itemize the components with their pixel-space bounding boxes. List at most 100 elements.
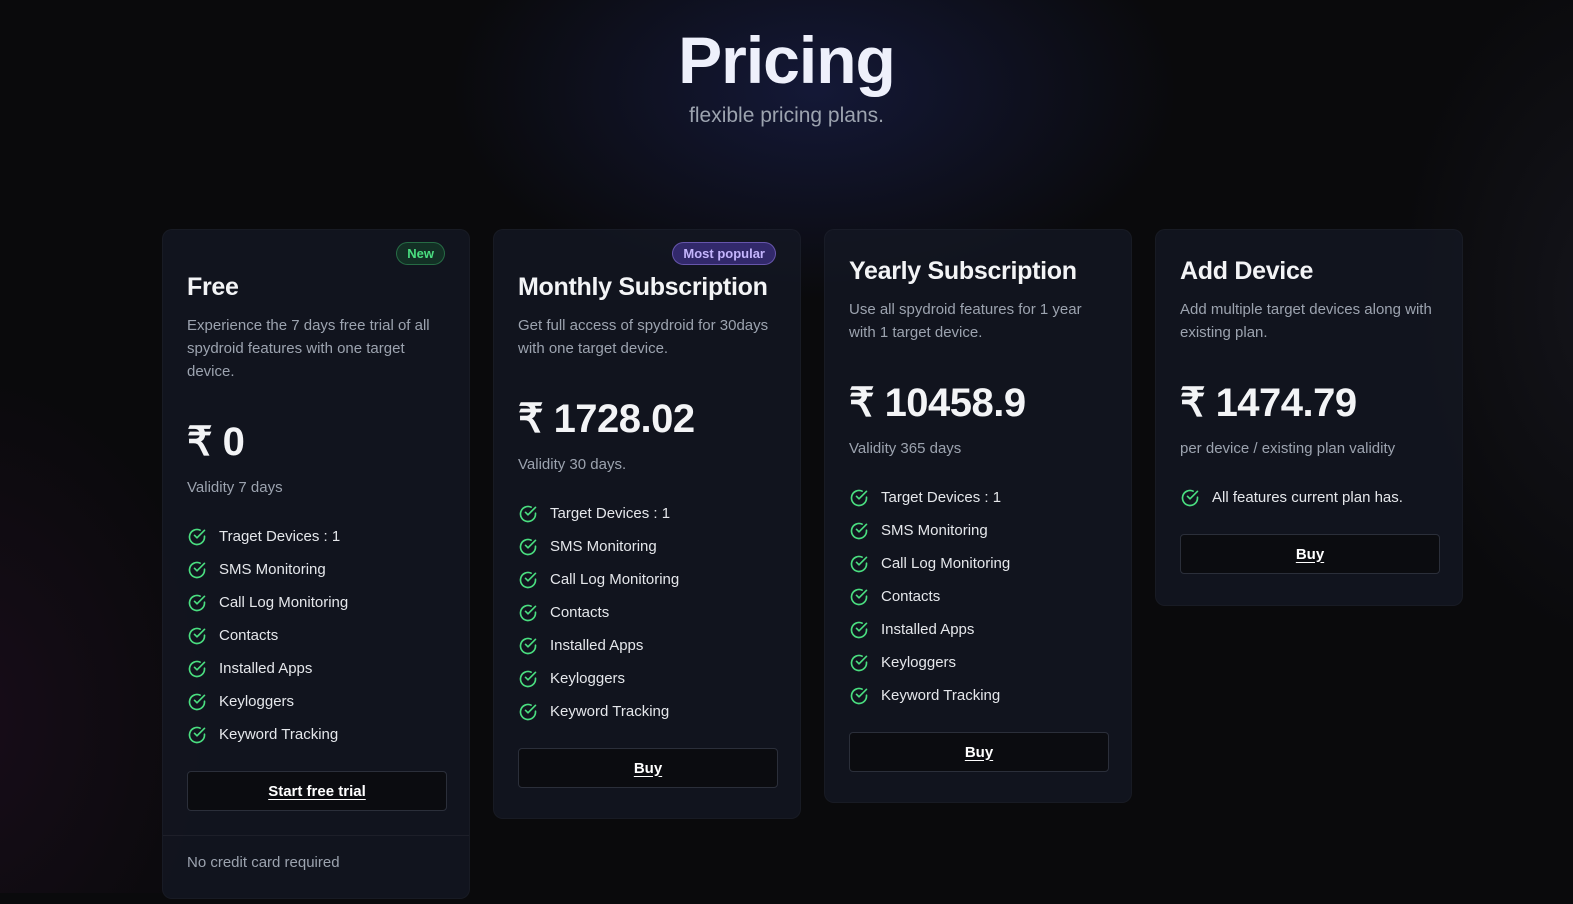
plan-validity: Validity 30 days. — [518, 456, 627, 473]
check-circle-icon — [519, 637, 537, 654]
check-circle-icon — [519, 604, 537, 621]
feature-item: Keyloggers — [187, 685, 445, 718]
feature-label: Installed Apps — [881, 621, 975, 638]
buy-yearly-button[interactable]: Buy — [849, 732, 1109, 772]
feature-item: Keyloggers — [849, 646, 1107, 679]
feature-item: Keyloggers — [518, 662, 776, 695]
plan-description: Use all spydroid features for 1 year wit… — [849, 301, 1082, 341]
check-circle-icon — [519, 571, 537, 588]
feature-item: Contacts — [518, 596, 776, 629]
feature-label: Target Devices : 1 — [550, 505, 671, 522]
most-popular-badge: Most popular — [672, 242, 776, 265]
feature-label: Keyword Tracking — [550, 703, 670, 720]
plan-card-yearly: Yearly Subscription Use all spydroid fea… — [824, 229, 1132, 803]
no-credit-card-note: No credit card required — [163, 835, 469, 904]
feature-list: All features current plan has. — [1180, 481, 1438, 514]
feature-label: Keyloggers — [550, 670, 626, 687]
feature-label: Keyword Tracking — [881, 687, 1001, 704]
plan-card-free: New Free Experience the 7 days free tria… — [162, 229, 470, 899]
feature-label: SMS Monitoring — [881, 522, 988, 539]
check-circle-icon — [850, 555, 868, 572]
check-circle-icon — [850, 687, 868, 704]
check-circle-icon — [188, 627, 206, 644]
plan-price: ₹ 10458.9 — [849, 381, 1026, 425]
page-title: Pricing — [678, 23, 896, 97]
check-circle-icon — [850, 654, 868, 671]
feature-label: Contacts — [219, 627, 279, 644]
feature-item: Keyword Tracking — [849, 679, 1107, 712]
feature-item: Installed Apps — [518, 629, 776, 662]
feature-label: Call Log Monitoring — [550, 571, 680, 588]
feature-item: Target Devices : 1 — [849, 481, 1107, 514]
plan-price: ₹ 0 — [187, 420, 245, 464]
feature-label: Target Devices : 1 — [881, 489, 1002, 506]
feature-item: Call Log Monitoring — [187, 586, 445, 619]
feature-item: Call Log Monitoring — [849, 547, 1107, 580]
feature-item: SMS Monitoring — [849, 514, 1107, 547]
feature-list: Target Devices : 1 SMS Monitoring Call Log… — [849, 481, 1107, 712]
check-circle-icon — [850, 489, 868, 506]
page-subtitle: flexible pricing plans. — [689, 104, 884, 127]
buy-monthly-button[interactable]: Buy — [518, 748, 778, 788]
plan-name: Add Device — [1180, 257, 1314, 285]
feature-label: Traget Devices : 1 — [219, 528, 341, 545]
check-circle-icon — [188, 726, 206, 743]
check-circle-icon — [188, 660, 206, 677]
feature-item: Traget Devices : 1 — [187, 520, 445, 553]
feature-item: Installed Apps — [849, 613, 1107, 646]
feature-label: Installed Apps — [550, 637, 644, 654]
plan-card-monthly: Most popular Monthly Subscription Get fu… — [493, 229, 801, 819]
plan-card-add-device: Add Device Add multiple target devices a… — [1155, 229, 1463, 606]
feature-label: Contacts — [881, 588, 941, 605]
feature-list: Target Devices : 1 SMS Monitoring Call Log… — [518, 497, 776, 728]
check-circle-icon — [850, 588, 868, 605]
plan-name: Yearly Subscription — [849, 257, 1077, 285]
feature-item: Keyword Tracking — [187, 718, 445, 751]
feature-label: Installed Apps — [219, 660, 313, 677]
feature-item: All features current plan has. — [1180, 481, 1438, 514]
start-free-trial-button[interactable]: Start free trial — [187, 771, 447, 811]
feature-label: Keyloggers — [219, 693, 295, 710]
plan-validity: Validity 365 days — [849, 440, 962, 457]
feature-label: SMS Monitoring — [219, 561, 326, 578]
check-circle-icon — [519, 670, 537, 687]
check-circle-icon — [188, 561, 206, 578]
plan-price: ₹ 1728.02 — [518, 397, 695, 441]
feature-label: Keyword Tracking — [219, 726, 339, 743]
feature-label: Keyloggers — [881, 654, 957, 671]
check-circle-icon — [188, 594, 206, 611]
feature-item: Keyword Tracking — [518, 695, 776, 728]
plan-description: Experience the 7 days free trial of all … — [187, 317, 430, 380]
feature-item: Contacts — [187, 619, 445, 652]
check-circle-icon — [188, 693, 206, 710]
feature-label: SMS Monitoring — [550, 538, 657, 555]
check-circle-icon — [1181, 489, 1199, 506]
feature-item: SMS Monitoring — [518, 530, 776, 563]
check-circle-icon — [188, 528, 206, 545]
feature-item: Call Log Monitoring — [518, 563, 776, 596]
feature-item: SMS Monitoring — [187, 553, 445, 586]
check-circle-icon — [519, 538, 537, 555]
feature-label: Call Log Monitoring — [881, 555, 1011, 572]
feature-item: Target Devices : 1 — [518, 497, 776, 530]
page-header: Pricing flexible pricing plans. — [0, 22, 1573, 128]
check-circle-icon — [519, 703, 537, 720]
buy-add-device-button[interactable]: Buy — [1180, 534, 1440, 574]
plan-description: Get full access of spydroid for 30days w… — [518, 317, 769, 357]
feature-list: Traget Devices : 1 SMS Monitoring Call Log… — [187, 520, 445, 751]
new-badge: New — [396, 242, 445, 265]
plan-price: ₹ 1474.79 — [1180, 381, 1357, 425]
feature-label: Call Log Monitoring — [219, 594, 349, 611]
plan-description: Add multiple target devices along with e… — [1180, 301, 1432, 341]
plan-name: Monthly Subscription — [518, 273, 768, 301]
plan-validity: per device / existing plan validity — [1180, 440, 1396, 457]
plan-validity: Validity 7 days — [187, 479, 283, 496]
feature-item: Contacts — [849, 580, 1107, 613]
check-circle-icon — [850, 621, 868, 638]
feature-item: Installed Apps — [187, 652, 445, 685]
check-circle-icon — [850, 522, 868, 539]
check-circle-icon — [519, 505, 537, 522]
feature-label: All features current plan has. — [1212, 489, 1403, 506]
plan-name: Free — [187, 273, 239, 301]
feature-label: Contacts — [550, 604, 610, 621]
